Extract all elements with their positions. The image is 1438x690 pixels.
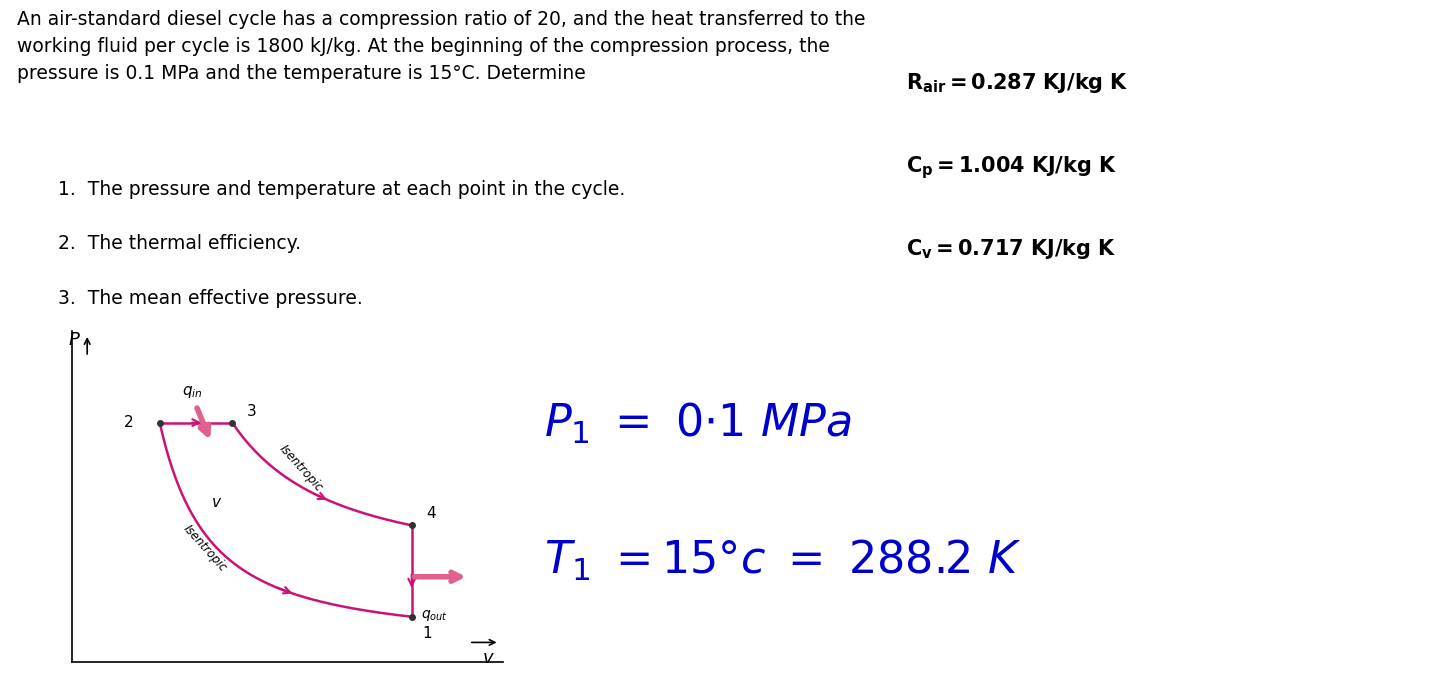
Text: 4: 4 [426, 506, 436, 522]
Text: P: P [69, 331, 79, 348]
Text: 3.  The mean effective pressure.: 3. The mean effective pressure. [58, 288, 362, 308]
Text: $q_{out}$: $q_{out}$ [421, 608, 449, 623]
Text: 3: 3 [246, 404, 256, 419]
Text: 2.  The thermal efficiency.: 2. The thermal efficiency. [58, 234, 301, 253]
Text: An air-standard diesel cycle has a compression ratio of 20, and the heat transfe: An air-standard diesel cycle has a compr… [17, 10, 866, 83]
Text: $\mathbf{C_v}$$\mathbf{=0.717\ KJ/kg\ K}$: $\mathbf{C_v}$$\mathbf{=0.717\ KJ/kg\ K}… [906, 237, 1116, 262]
Text: Isentropic: Isentropic [276, 442, 325, 494]
Text: $q_{in}$: $q_{in}$ [181, 384, 203, 400]
Text: $\it{P}_{\it{1}}\ \it{=}\ 0{\cdot}1\ \it{MPa}$: $\it{P}_{\it{1}}\ \it{=}\ 0{\cdot}1\ \it… [545, 401, 853, 446]
Text: v: v [483, 649, 493, 667]
Text: Isentropic: Isentropic [181, 522, 230, 574]
Text: $\it{T}_{\it{1}}\ \it{=15°c\ =\ 288.2\ K}$: $\it{T}_{\it{1}}\ \it{=15°c\ =\ 288.2\ K… [545, 538, 1022, 583]
Text: $v$: $v$ [211, 495, 223, 510]
Text: 2: 2 [124, 415, 134, 430]
Text: $\mathbf{C_p}$$\mathbf{=1.004\ KJ/kg\ K}$: $\mathbf{C_p}$$\mathbf{=1.004\ KJ/kg\ K}… [906, 154, 1117, 181]
Text: 1: 1 [423, 627, 431, 641]
Text: $\mathbf{R_{air}}$$\mathbf{=0.287\ KJ/kg\ K}$: $\mathbf{R_{air}}$$\mathbf{=0.287\ KJ/kg… [906, 70, 1129, 95]
Text: 1.  The pressure and temperature at each point in the cycle.: 1. The pressure and temperature at each … [58, 179, 624, 199]
